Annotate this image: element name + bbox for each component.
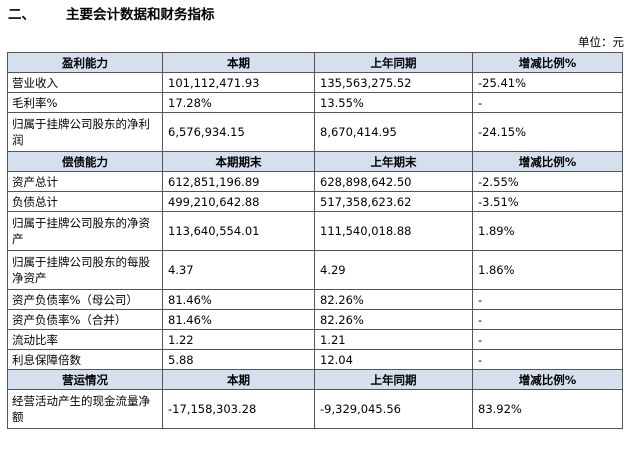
- prior-value: 13.55%: [314, 92, 473, 113]
- header-cell: 上年同期: [314, 52, 473, 73]
- table-row: 负债总计 499,210,642.88 517,358,623.62 -3.51…: [7, 191, 623, 212]
- current-value: 81.46%: [162, 289, 315, 310]
- table-row: 资产负债率%（母公司） 81.46% 82.26% -: [7, 289, 623, 310]
- change-value: 1.86%: [472, 250, 623, 290]
- row-label: 资产负债率%（母公司）: [7, 289, 163, 310]
- header-cell: 增减比例%: [472, 52, 623, 73]
- table-row: 归属于挂牌公司股东的净利润 6,576,934.15 8,670,414.95 …: [7, 112, 623, 152]
- row-label: 营业收入: [7, 72, 163, 93]
- current-value: 499,210,642.88: [162, 191, 315, 212]
- change-value: -: [472, 329, 623, 350]
- current-value: 101,112,471.93: [162, 72, 315, 93]
- change-value: -: [472, 92, 623, 113]
- header-cell: 增减比例%: [472, 369, 623, 390]
- current-value: 612,851,196.89: [162, 171, 315, 192]
- header-cell: 上年期末: [314, 151, 473, 172]
- header-cell: 本期: [162, 52, 315, 73]
- row-label: 经营活动产生的现金流量净额: [7, 389, 163, 429]
- row-label: 资产负债率%（合并）: [7, 309, 163, 330]
- header-cell: 盈利能力: [7, 52, 163, 73]
- change-value: -24.15%: [472, 112, 623, 152]
- financial-indicators-table: 盈利能力 本期 上年同期 增减比例% 营业收入 101,112,471.93 1…: [7, 52, 623, 429]
- prior-value: -9,329,045.56: [314, 389, 473, 429]
- header-cell: 上年同期: [314, 369, 473, 390]
- section-title: 主要会计数据和财务指标: [66, 7, 215, 23]
- row-label: 归属于挂牌公司股东的每股净资产: [7, 250, 163, 290]
- current-value: 113,640,554.01: [162, 211, 315, 251]
- row-label: 归属于挂牌公司股东的净资产: [7, 211, 163, 251]
- change-value: -: [472, 309, 623, 330]
- profitability-header-row: 盈利能力 本期 上年同期 增减比例%: [7, 52, 623, 73]
- header-cell: 营运情况: [7, 369, 163, 390]
- current-value: 1.22: [162, 329, 315, 350]
- table-row: 利息保障倍数 5.88 12.04 -: [7, 349, 623, 370]
- table-row: 毛利率% 17.28% 13.55% -: [7, 92, 623, 113]
- header-cell: 本期期末: [162, 151, 315, 172]
- current-value: 5.88: [162, 349, 315, 370]
- table-row: 经营活动产生的现金流量净额 -17,158,303.28 -9,329,045.…: [7, 389, 623, 429]
- prior-value: 82.26%: [314, 309, 473, 330]
- prior-value: 4.29: [314, 250, 473, 290]
- table-row: 资产负债率%（合并） 81.46% 82.26% -: [7, 309, 623, 330]
- unit-label: 单位：元: [578, 35, 624, 49]
- section-number: 二、: [8, 7, 35, 23]
- current-value: 17.28%: [162, 92, 315, 113]
- prior-value: 628,898,642.50: [314, 171, 473, 192]
- table-row: 归属于挂牌公司股东的净资产 113,640,554.01 111,540,018…: [7, 211, 623, 251]
- operations-header-row: 营运情况 本期 上年同期 增减比例%: [7, 369, 623, 390]
- current-value: 6,576,934.15: [162, 112, 315, 152]
- prior-value: 517,358,623.62: [314, 191, 473, 212]
- header-cell: 增减比例%: [472, 151, 623, 172]
- table-row: 流动比率 1.22 1.21 -: [7, 329, 623, 350]
- prior-value: 82.26%: [314, 289, 473, 310]
- change-value: -: [472, 349, 623, 370]
- current-value: 4.37: [162, 250, 315, 290]
- change-value: -: [472, 289, 623, 310]
- prior-value: 111,540,018.88: [314, 211, 473, 251]
- row-label: 资产总计: [7, 171, 163, 192]
- change-value: 83.92%: [472, 389, 623, 429]
- change-value: 1.89%: [472, 211, 623, 251]
- row-label: 归属于挂牌公司股东的净利润: [7, 112, 163, 152]
- row-label: 利息保障倍数: [7, 349, 163, 370]
- row-label: 毛利率%: [7, 92, 163, 113]
- header-cell: 偿债能力: [7, 151, 163, 172]
- prior-value: 12.04: [314, 349, 473, 370]
- table-row: 营业收入 101,112,471.93 135,563,275.52 -25.4…: [7, 72, 623, 93]
- change-value: -25.41%: [472, 72, 623, 93]
- table-row: 资产总计 612,851,196.89 628,898,642.50 -2.55…: [7, 171, 623, 192]
- solvency-header-row: 偿债能力 本期期末 上年期末 增减比例%: [7, 151, 623, 172]
- header-cell: 本期: [162, 369, 315, 390]
- table-row: 归属于挂牌公司股东的每股净资产 4.37 4.29 1.86%: [7, 250, 623, 290]
- row-label: 流动比率: [7, 329, 163, 350]
- prior-value: 8,670,414.95: [314, 112, 473, 152]
- row-label: 负债总计: [7, 191, 163, 212]
- change-value: -2.55%: [472, 171, 623, 192]
- section-heading: 二、 主要会计数据和财务指标: [8, 4, 215, 26]
- current-value: -17,158,303.28: [162, 389, 315, 429]
- change-value: -3.51%: [472, 191, 623, 212]
- current-value: 81.46%: [162, 309, 315, 330]
- prior-value: 135,563,275.52: [314, 72, 473, 93]
- prior-value: 1.21: [314, 329, 473, 350]
